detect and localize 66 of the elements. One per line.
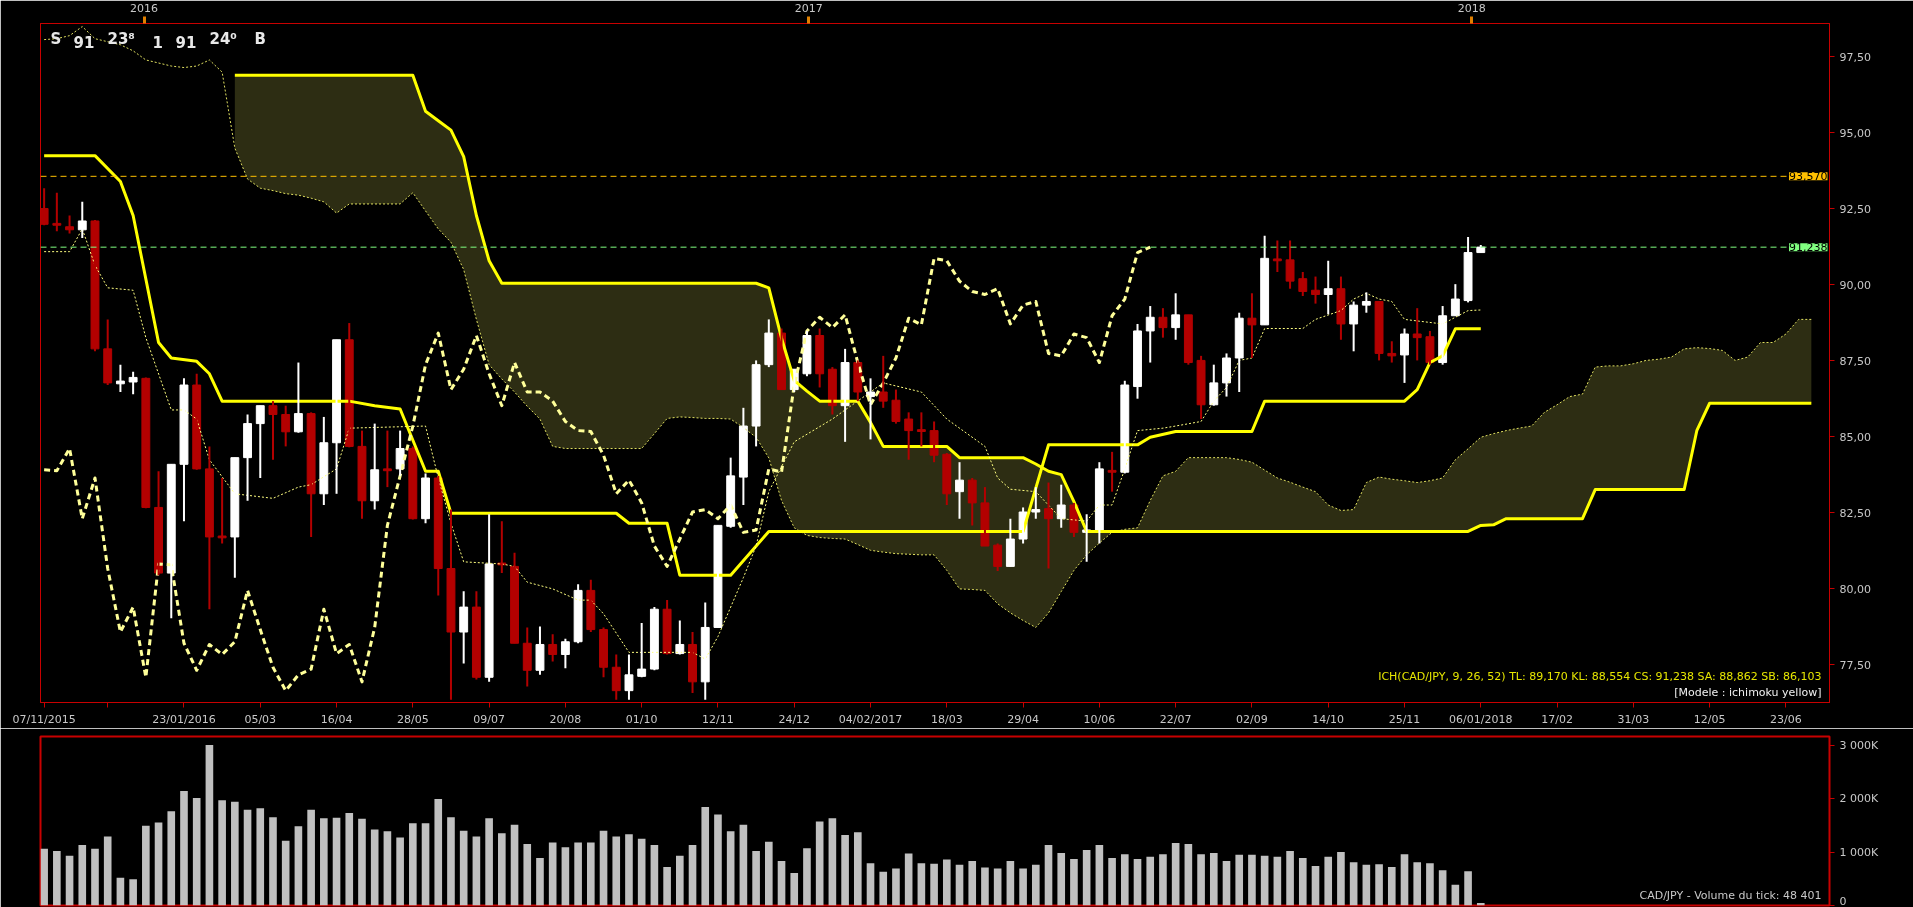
candlestick xyxy=(357,429,367,520)
candlestick xyxy=(624,653,634,701)
annotation: S xyxy=(50,29,62,48)
x-tick-label: 14/10 xyxy=(1312,712,1345,726)
x-tick-label: 28/05 xyxy=(396,712,429,726)
x-tick-label: 12/11 xyxy=(702,712,734,726)
y-tick-label: 1 000K xyxy=(1839,845,1879,859)
x-tick-label: 02/09 xyxy=(1236,712,1268,726)
y-tick-label: 80,00 xyxy=(1839,582,1871,596)
x2-tick-label: 2018 xyxy=(1457,1,1486,15)
candlestick xyxy=(1247,292,1257,359)
y-tick-label: 0 xyxy=(1839,894,1847,907)
candlestick xyxy=(446,508,456,701)
y-tick-label: 3 000K xyxy=(1839,738,1879,752)
candlestick xyxy=(1374,300,1384,362)
x-tick-label: 31/03 xyxy=(1617,712,1650,726)
candlestick xyxy=(1107,450,1117,493)
x-tick-label: 17/02 xyxy=(1541,712,1573,726)
line-series xyxy=(42,245,1152,693)
x-tick-label: 29/04 xyxy=(1007,712,1039,726)
y-tick-label: 95,00 xyxy=(1839,126,1871,140)
candlestick xyxy=(1196,354,1206,421)
x-tick-label: 24/12 xyxy=(778,712,811,726)
y-tick-label: 2 000K xyxy=(1839,792,1879,806)
candlestick xyxy=(1031,486,1041,520)
candlestick xyxy=(1463,236,1473,304)
x-tick-label: 20/08 xyxy=(549,712,582,726)
ref-line-label: 93,570 xyxy=(1789,170,1828,184)
x-tick-label: 01/10 xyxy=(625,712,658,726)
x2-tick-label: 2016 xyxy=(130,1,159,15)
annotation: 91 xyxy=(73,33,95,52)
candlestick xyxy=(1387,340,1397,364)
x2-tick-label: 2017 xyxy=(794,1,823,15)
candlestick xyxy=(268,400,278,461)
annotation: ICH(CAD/JPY, 9, 26, 52) TL: 89,170 KL: 88,554 CS: 91,238 SA: 88,862 SB: 86,103 xyxy=(1378,669,1822,683)
x-tick-label: 18/03 xyxy=(930,712,963,726)
annotation: CAD/JPY - Volume du tick: 48 401 xyxy=(1639,888,1822,902)
x-tick-label: 05/03 xyxy=(244,712,277,726)
annotation: 91 xyxy=(175,33,197,52)
x-tick-label: 16/04 xyxy=(320,712,353,726)
x-tick-label: 25/11 xyxy=(1388,712,1421,726)
y-tick-label: 85,00 xyxy=(1839,430,1871,444)
candlestick xyxy=(1285,239,1295,290)
x-tick-label: 22/07 xyxy=(1159,712,1192,726)
x-tick-label: 12/05 xyxy=(1693,712,1726,726)
annotation: 23⁸ xyxy=(107,29,135,48)
x-tick-label: 07/11/2015 xyxy=(12,712,76,726)
y-tick-label: 77,50 xyxy=(1839,658,1871,672)
y-tick-label: 82,50 xyxy=(1839,506,1871,520)
y-tick-label: 92,50 xyxy=(1839,202,1871,216)
y-tick-label: 90,00 xyxy=(1839,278,1871,292)
annotation: 1 xyxy=(152,33,163,52)
x-tick-label: 09/07 xyxy=(473,712,505,726)
x-tick-label: 10/06 xyxy=(1083,712,1116,726)
annotation: B xyxy=(254,29,266,48)
y-tick-label: 97,50 xyxy=(1839,50,1871,64)
ref-line-label: 91,238 xyxy=(1789,241,1828,255)
x-tick-label: 06/01/2018 xyxy=(1449,712,1513,726)
candlestick xyxy=(497,520,507,575)
x-tick-label: 23/06 xyxy=(1770,712,1802,726)
x-tick-label: 23/01/2016 xyxy=(152,712,216,726)
annotation: [Modele : ichimoku yellow] xyxy=(1674,685,1822,699)
y-tick-label: 87,50 xyxy=(1839,354,1871,368)
annotation: 24⁰ xyxy=(209,29,237,48)
x-tick-label: 04/02/2017 xyxy=(838,712,903,726)
candlestick xyxy=(535,625,545,676)
